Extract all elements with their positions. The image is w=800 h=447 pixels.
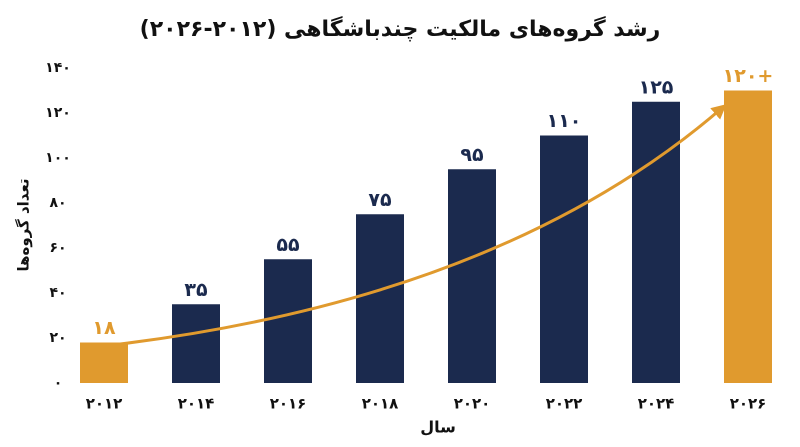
bar <box>356 214 404 383</box>
x-axis-label: سال <box>420 418 456 437</box>
y-tick-label: ۱۲۰ <box>45 105 71 121</box>
x-tick-label: ۲۰۲۶ <box>730 395 767 413</box>
trend-arrow <box>103 104 727 348</box>
y-tick-label: ۱۴۰ <box>45 60 71 76</box>
y-tick-label: ۱۰۰ <box>45 150 71 166</box>
bar <box>264 259 312 383</box>
y-tick-label: ۲۰ <box>49 330 66 346</box>
bar <box>448 169 496 383</box>
y-axis-label: تعداد گروه‌ها <box>15 178 33 271</box>
value-label: ۱۲۵ <box>639 76 674 98</box>
x-tick-label: ۲۰۱۶ <box>270 395 307 413</box>
plot: ۰ ۲۰ ۴۰ ۶۰ ۸۰ ۱۰۰ ۱۲۰ ۱۴۰ ۲۰۱۲ ۱۸ ۲۰۱۴ ۳۵ ۲۰۱۶ ۵۵ ۲۰۱۸… <box>45 60 773 413</box>
bar <box>540 135 588 383</box>
value-label: ۹۵ <box>460 144 484 166</box>
x-tick-label: ۲۰۲۴ <box>638 395 675 413</box>
value-label: ۱۱۰ <box>547 110 582 132</box>
x-tick-label: ۲۰۲۲ <box>546 395 583 413</box>
bar <box>80 342 128 383</box>
x-tick-label: ۲۰۱۴ <box>178 395 215 413</box>
y-tick-label: ۶۰ <box>49 240 66 256</box>
y-tick-label: ۸۰ <box>49 195 66 211</box>
x-tick-label: ۲۰۲۰ <box>454 395 491 413</box>
value-label: ۳۵ <box>184 279 208 301</box>
bar <box>172 304 220 383</box>
value-label: ۵۵ <box>276 234 300 256</box>
bar <box>632 101 680 383</box>
chart-title: رشد گروه‌های مالکیت چندباشگاهی (۲۰۱۲-۲۰۲… <box>140 15 661 42</box>
value-label: ۱۲۰+ <box>723 65 774 87</box>
value-label: ۱۸ <box>92 317 116 339</box>
value-label: ۷۵ <box>368 189 392 211</box>
bar <box>724 90 772 383</box>
x-tick-label: ۲۰۱۲ <box>86 395 123 413</box>
y-tick-label: ۰ <box>54 375 63 391</box>
x-tick-label: ۲۰۱۸ <box>362 395 399 413</box>
y-tick-label: ۴۰ <box>49 285 66 301</box>
